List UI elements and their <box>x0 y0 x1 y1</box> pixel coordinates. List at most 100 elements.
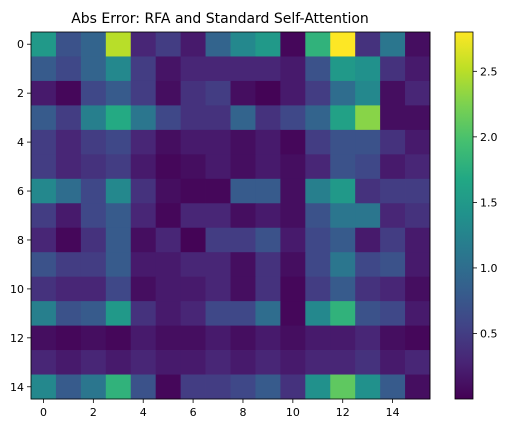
heatmap-cell <box>180 129 206 155</box>
heatmap-cell <box>130 301 157 326</box>
heatmap-cell <box>305 325 331 351</box>
heatmap-cell <box>255 203 281 229</box>
x-tick-label: 6 <box>190 406 197 419</box>
heatmap-cell <box>180 276 206 302</box>
heatmap-cell <box>155 227 182 253</box>
heatmap-cell <box>230 325 256 351</box>
heatmap-cell <box>180 374 206 400</box>
heatmap-cell <box>380 203 406 229</box>
heatmap-cell <box>155 374 182 400</box>
heatmap-cell <box>280 227 306 253</box>
heatmap-cell <box>280 105 306 131</box>
heatmap-cell <box>355 350 381 375</box>
heatmap-cell <box>330 80 356 106</box>
y-axis: 0 2 4 6 8 10 12 14 <box>10 38 31 394</box>
heatmap-cell <box>305 301 331 326</box>
heatmap-cell <box>105 203 132 229</box>
heatmap-cell <box>155 178 182 204</box>
heatmap-cell <box>330 374 356 400</box>
heatmap-cell <box>205 56 231 82</box>
heatmap-cell <box>405 56 431 82</box>
heatmap-cell <box>280 252 306 278</box>
y-tick-label: 0 <box>17 38 24 51</box>
heatmap-cell <box>330 56 356 82</box>
heatmap-cell <box>255 325 281 351</box>
heatmap-cell <box>380 350 406 375</box>
heatmap-cell <box>80 129 107 155</box>
heatmap-cell <box>305 178 331 204</box>
colorbar-tick-label: 0.5 <box>480 327 498 340</box>
heatmap-cell <box>80 325 107 351</box>
heatmap-cell <box>31 129 57 155</box>
heatmap-cell <box>31 154 57 180</box>
heatmap-cell <box>105 325 132 351</box>
heatmap-cell <box>180 203 206 229</box>
heatmap-cell <box>31 80 57 106</box>
heatmap-cell <box>380 178 406 204</box>
heatmap-cell <box>280 32 306 57</box>
heatmap-cell <box>405 80 431 106</box>
heatmap-cell <box>31 325 57 351</box>
heatmap-cell <box>105 56 132 82</box>
heatmap-cell <box>31 32 57 57</box>
heatmap-cell <box>31 227 57 253</box>
heatmap-cell <box>330 276 356 302</box>
heatmap-cell <box>330 325 356 351</box>
heatmap-cell <box>380 32 406 57</box>
heatmap-cell <box>205 350 231 375</box>
heatmap-cell <box>155 350 182 375</box>
heatmap-cell <box>280 178 306 204</box>
x-tick-label: 12 <box>336 406 350 419</box>
heatmap-cell <box>280 80 306 106</box>
heatmap-cell <box>80 227 107 253</box>
heatmap-cell <box>405 252 431 278</box>
heatmap-cell <box>230 105 256 131</box>
heatmap-cell <box>230 80 256 106</box>
heatmap-cell <box>280 301 306 326</box>
heatmap-cell <box>130 276 157 302</box>
x-tick-label: 2 <box>90 406 97 419</box>
heatmap-cell <box>180 301 206 326</box>
heatmap-cell <box>355 374 381 400</box>
heatmap-cell <box>80 154 107 180</box>
heatmap-cell <box>280 129 306 155</box>
heatmap-cell <box>255 129 281 155</box>
heatmap-cell <box>130 374 157 400</box>
heatmap-cell <box>205 301 231 326</box>
heatmap-cell <box>305 276 331 302</box>
colorbar-tick-label: 2.0 <box>480 131 498 144</box>
y-tick-label: 12 <box>10 332 24 345</box>
heatmap-cell <box>180 178 206 204</box>
heatmap-cell <box>405 105 431 131</box>
heatmap-cells <box>31 32 431 400</box>
x-tick-label: 4 <box>140 406 147 419</box>
heatmap-cell <box>255 227 281 253</box>
heatmap-cell <box>380 325 406 351</box>
y-tick-label: 2 <box>17 87 24 100</box>
heatmap-cell <box>355 252 381 278</box>
y-tick-label: 10 <box>10 283 24 296</box>
heatmap-cell <box>230 227 256 253</box>
heatmap-cell <box>380 56 406 82</box>
heatmap-cell <box>205 154 231 180</box>
colorbar-axis: 0.5 1.0 1.5 2.0 2.5 <box>473 65 498 340</box>
heatmap-cell <box>355 32 381 57</box>
heatmap-cell <box>230 276 256 302</box>
heatmap-cell <box>230 56 256 82</box>
heatmap-cell <box>280 154 306 180</box>
heatmap-cell <box>405 178 431 204</box>
heatmap-cell <box>305 374 331 400</box>
heatmap-cell <box>255 105 281 131</box>
heatmap-cell <box>405 301 431 326</box>
heatmap-cell <box>355 301 381 326</box>
heatmap-cell <box>80 350 107 375</box>
heatmap-cell <box>205 227 231 253</box>
heatmap-cell <box>130 227 157 253</box>
heatmap-cell <box>55 276 82 302</box>
heatmap-cell <box>305 32 331 57</box>
heatmap-cell <box>130 129 157 155</box>
heatmap-cell <box>155 105 182 131</box>
heatmap-cell <box>155 129 182 155</box>
heatmap-cell <box>105 301 132 326</box>
